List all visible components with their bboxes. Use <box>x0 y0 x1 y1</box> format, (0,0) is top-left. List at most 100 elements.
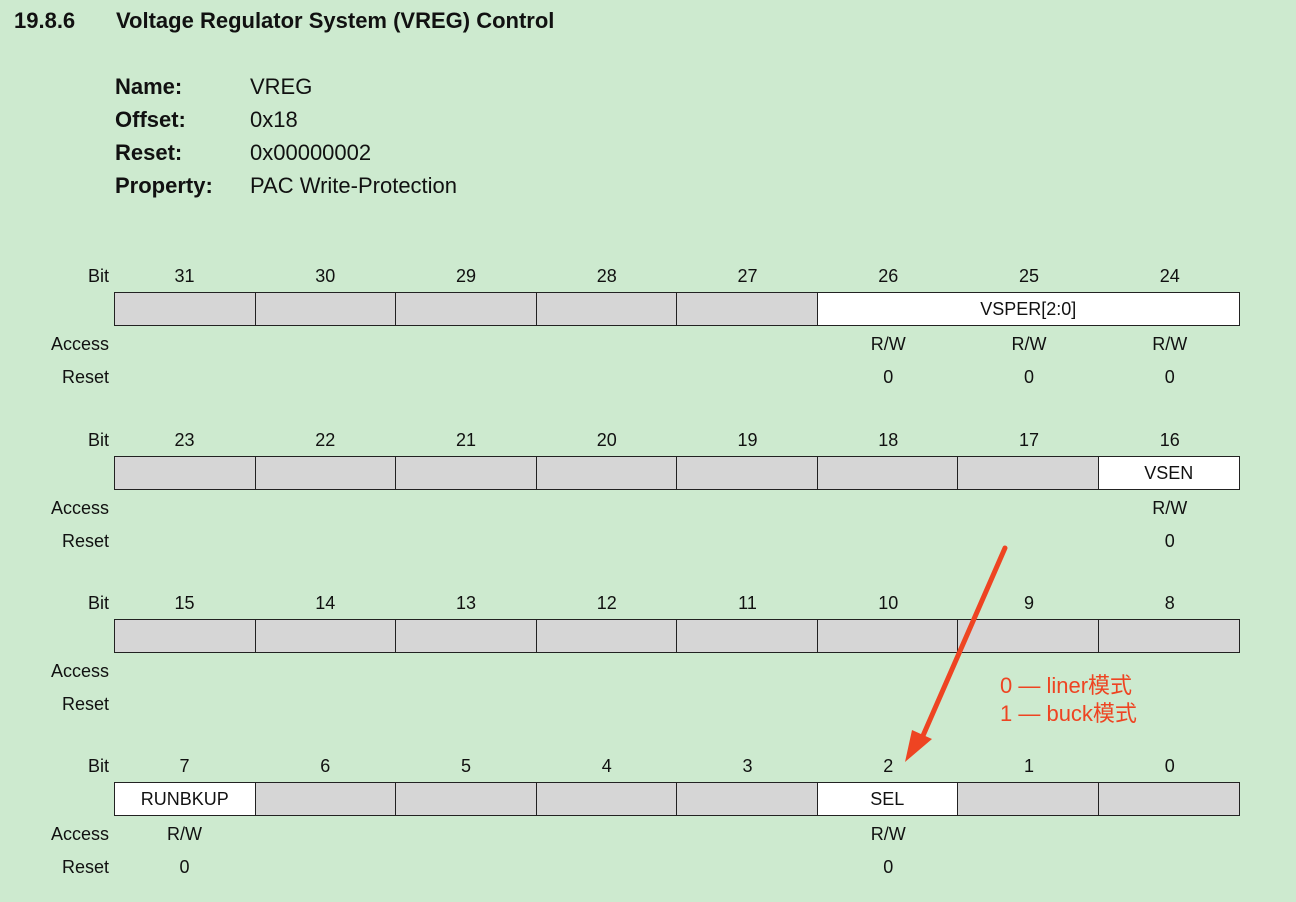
reserved-bit-cell <box>536 293 677 325</box>
bit-number: 25 <box>1018 266 1040 286</box>
bit-number: 0 <box>1164 756 1175 776</box>
bit-number: 27 <box>737 266 758 286</box>
bit-number: 17 <box>1018 430 1040 450</box>
access-value: R/W <box>1152 334 1188 354</box>
reserved-bit-cell <box>396 457 537 489</box>
bit-number: 8 <box>1164 593 1175 613</box>
register-row: Bit Access Reset 7 6 5 4 3 2 1 0 RUNBKUP SEL R/W R/W 0 0 <box>0 756 1296 886</box>
property-value: 0x00000002 <box>250 139 372 165</box>
register-fields: VSPER[2:0] <box>114 292 1240 326</box>
property-value: VREG <box>250 73 313 99</box>
access-value: R/W <box>167 824 202 844</box>
reserved-bit-cell <box>396 293 537 325</box>
reserved-bit-cell <box>817 457 958 489</box>
bit-number: 23 <box>174 430 195 450</box>
bit-number: 31 <box>174 266 195 286</box>
property-reset: Reset: 0x00000002 <box>115 136 457 169</box>
bit-label: Bit <box>87 430 109 450</box>
reset-label: Reset <box>61 367 109 387</box>
access-value: R/W <box>870 334 906 354</box>
access-value: R/W <box>870 824 906 844</box>
bit-number: 20 <box>596 430 617 450</box>
bit-number: 18 <box>878 430 899 450</box>
annotation-line: 0 — liner模式 <box>1000 673 1133 698</box>
reset-value: 0 <box>883 367 894 387</box>
reserved-bit-cell <box>677 783 818 815</box>
register-fields: VSEN <box>114 456 1240 490</box>
bit-number: 4 <box>601 756 612 776</box>
access-value: R/W <box>1011 334 1047 354</box>
access-value: R/W <box>1152 498 1188 518</box>
property-property: Property: PAC Write-Protection <box>115 169 457 202</box>
sel-annotation: 0 — liner模式 1 — buck模式 <box>1000 672 1137 728</box>
bit-number: 29 <box>455 266 477 286</box>
reserved-bit-cell <box>817 620 958 652</box>
reserved-bit-cell <box>677 457 818 489</box>
reserved-bit-cell <box>255 457 396 489</box>
bit-number: 21 <box>455 430 477 450</box>
reserved-bit-cell <box>115 457 256 489</box>
bit-label: Bit <box>87 266 109 286</box>
reserved-bit-cell <box>536 457 677 489</box>
bit-number: 13 <box>455 593 477 613</box>
bit-number: 1 <box>1023 756 1034 776</box>
bit-number: 19 <box>737 430 758 450</box>
bit-number: 24 <box>1159 266 1180 286</box>
bit-number: 3 <box>742 756 753 776</box>
section-heading: 19.8.6 Voltage Regulator System (VREG) Co… <box>14 8 554 34</box>
register-field-cell: VSPER[2:0] <box>817 293 1239 325</box>
register-fields <box>114 619 1240 653</box>
bit-number: 30 <box>315 266 336 286</box>
section-title: Voltage Regulator System (VREG) Control <box>116 8 555 33</box>
property-label: Property: <box>115 172 213 198</box>
reset-value: 0 <box>883 857 894 877</box>
reserved-bit-cell <box>115 293 256 325</box>
access-label: Access <box>50 824 109 844</box>
register-row: Bit Access Reset 23 22 21 20 19 18 17 16 VSEN R/W 0 <box>0 430 1296 560</box>
reserved-bit-cell <box>255 620 396 652</box>
reserved-bit-cell <box>958 783 1099 815</box>
property-offset: Offset: 0x18 <box>115 103 457 136</box>
bit-number: 7 <box>179 756 190 776</box>
register-properties: Name: VREG Offset: 0x18 Reset: 0x0000000… <box>115 70 457 202</box>
reserved-bit-cell <box>958 457 1099 489</box>
reset-value: 0 <box>1164 367 1175 387</box>
reserved-bit-cell <box>1098 620 1239 652</box>
bit-number: 26 <box>878 266 899 286</box>
reserved-bit-cell <box>536 783 677 815</box>
register-row: Bit Access Reset 31 30 29 28 27 26 25 24 VSPER[2:0]… <box>0 266 1296 396</box>
reserved-bit-cell <box>255 293 396 325</box>
section-number: 19.8.6 <box>14 8 76 33</box>
bit-number: 6 <box>320 756 331 776</box>
reserved-bit-cell <box>536 620 677 652</box>
property-label: Reset: <box>115 139 183 165</box>
bit-number: 14 <box>315 593 336 613</box>
reserved-bit-cell <box>115 620 256 652</box>
property-name: Name: VREG <box>115 70 457 103</box>
access-label: Access <box>50 498 109 518</box>
reserved-bit-cell <box>677 620 818 652</box>
property-label: Offset: <box>115 106 186 132</box>
reserved-bit-cell <box>1098 783 1239 815</box>
register-field-cell: SEL <box>817 783 958 815</box>
register-field-cell: RUNBKUP <box>115 783 256 815</box>
reset-label: Reset <box>61 531 109 551</box>
reserved-bit-cell <box>396 783 537 815</box>
reset-value: 0 <box>1023 367 1034 387</box>
bit-number: 28 <box>596 266 617 286</box>
reset-value: 0 <box>1164 531 1175 551</box>
access-label: Access <box>50 334 109 354</box>
reset-value: 0 <box>179 857 190 877</box>
bit-number: 16 <box>1159 430 1180 450</box>
register-field-cell: VSEN <box>1098 457 1239 489</box>
reset-label: Reset <box>61 694 109 714</box>
bit-number: 12 <box>596 593 617 613</box>
bit-number: 5 <box>460 756 471 776</box>
reserved-bit-cell <box>396 620 537 652</box>
bit-number: 15 <box>174 593 195 613</box>
reserved-bit-cell <box>677 293 818 325</box>
property-value: PAC Write-Protection <box>250 172 458 198</box>
bit-label: Bit <box>87 593 109 613</box>
reserved-bit-cell <box>255 783 396 815</box>
reserved-bit-cell <box>958 620 1099 652</box>
